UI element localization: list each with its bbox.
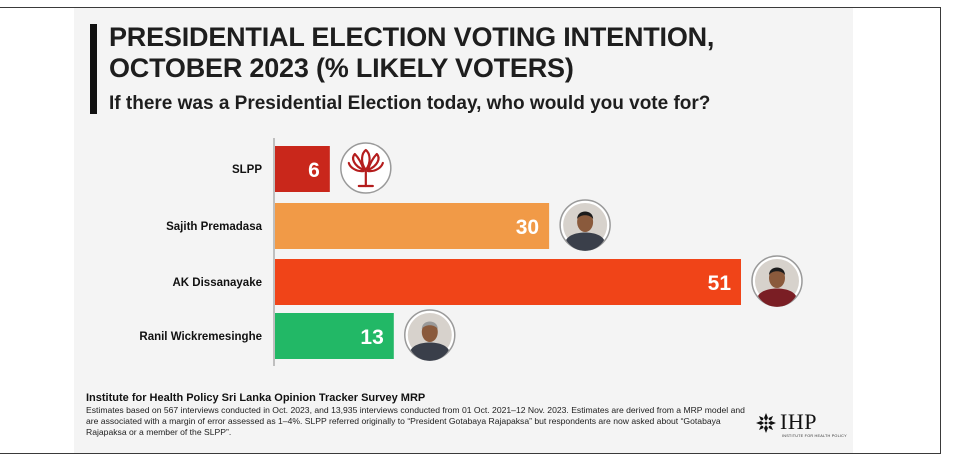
value-label-4: 13 — [360, 326, 383, 349]
bar-2 — [275, 203, 550, 249]
portrait-face — [421, 322, 438, 342]
category-label-2: Sajith Premadasa — [166, 221, 262, 233]
frame-top-line — [0, 7, 940, 8]
value-label-1: 6 — [308, 159, 320, 182]
ihp-logo: IHP INSTITUTE FOR HEALTH POLICY — [755, 410, 847, 442]
portrait-icon-2 — [559, 199, 611, 251]
chart-subtitle: If there was a Presidential Election tod… — [109, 93, 711, 114]
lotus-stroke — [360, 148, 371, 172]
ihp-logo-tagline: INSTITUTE FOR HEALTH POLICY — [782, 434, 847, 438]
bar-4 — [275, 313, 394, 359]
portrait-icon-3 — [751, 255, 803, 307]
frame-bottom-line — [0, 453, 940, 454]
value-label-3: 51 — [708, 272, 732, 295]
source-note: Estimates based on 567 interviews conduc… — [86, 405, 745, 437]
source-title: Institute for Health Policy Sri Lanka Op… — [86, 392, 426, 404]
value-label-2: 30 — [516, 216, 539, 239]
portrait-shoulders — [410, 342, 449, 361]
ihp-logo-text: IHP — [780, 409, 817, 434]
category-label-1: SLPP — [232, 164, 262, 176]
category-label-4: Ranil Wickremesinghe — [139, 331, 262, 343]
lotus-icon-1 — [340, 142, 392, 194]
lotus-stroke — [347, 161, 365, 173]
lotus-stroke — [366, 152, 380, 172]
portrait-face — [577, 212, 594, 232]
chart-title: PRESIDENTIAL ELECTION VOTING INTENTION, … — [109, 22, 715, 83]
portrait-shoulders — [566, 232, 605, 251]
category-label-3: AK Dissanayake — [173, 277, 263, 289]
portrait-hair — [577, 211, 594, 219]
portrait-face — [769, 268, 785, 288]
bar-1 — [275, 146, 330, 192]
lotus-stroke — [352, 152, 365, 172]
frame-right-line — [940, 7, 941, 454]
lotus-stroke — [366, 161, 384, 173]
portrait-hair — [421, 321, 438, 329]
title-accent-bar — [90, 24, 97, 114]
portrait-shoulders — [758, 288, 796, 307]
portrait-hair — [769, 267, 785, 275]
bar-3 — [275, 259, 741, 305]
portrait-icon-4 — [404, 309, 456, 361]
ihp-logo-mark-icon — [756, 413, 776, 433]
